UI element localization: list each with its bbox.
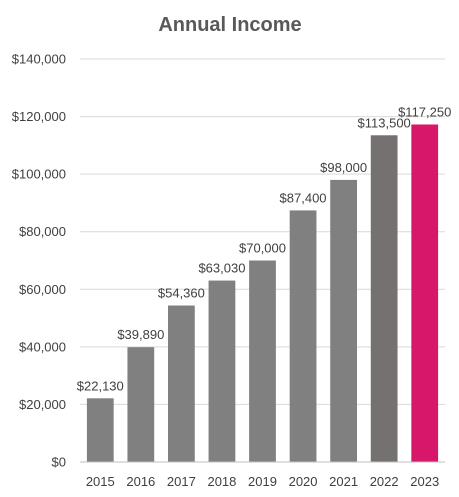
bar-2017 [168, 305, 195, 462]
bar-2019 [249, 260, 276, 462]
data-label-2021: $98,000 [320, 160, 367, 175]
bar-2015 [86, 398, 114, 462]
y-tick-label: $80,000 [19, 224, 66, 239]
bar-2021 [330, 179, 357, 462]
data-label-2019: $70,000 [239, 241, 286, 256]
x-axis-tick-labels: 2015 2016 2017 2018 2019 2020 2021 2022 2023 [86, 474, 439, 489]
y-tick-label: $100,000 [12, 167, 66, 182]
x-tick-label: 2022 [370, 474, 399, 489]
data-label-2020: $87,400 [280, 190, 327, 205]
x-tick-label: 2020 [289, 474, 318, 489]
x-tick-label: 2023 [410, 474, 439, 489]
data-label-2015: $22,130 [77, 378, 124, 393]
x-tick-label: 2019 [248, 474, 277, 489]
bars [86, 124, 439, 463]
y-tick-label: $0 [52, 455, 66, 470]
y-tick-label: $120,000 [12, 109, 66, 124]
x-tick-label: 2016 [126, 474, 155, 489]
x-tick-label: 2018 [207, 474, 236, 489]
y-tick-label: $60,000 [19, 282, 66, 297]
x-tick-label: 2021 [329, 474, 358, 489]
bar-2018 [208, 280, 236, 462]
data-labels: $22,130 $39,890 $54,360 $63,030 $70,000 $87,4… [77, 104, 452, 393]
data-label-2016: $39,890 [117, 327, 164, 342]
data-label-2022: $113,500 [358, 115, 411, 130]
x-tick-label: 2015 [86, 474, 115, 489]
y-tick-label: $40,000 [19, 339, 66, 354]
bar-2020 [289, 210, 317, 462]
x-tick-label: 2017 [167, 474, 196, 489]
y-tick-label: $140,000 [12, 52, 66, 67]
data-label-2017: $54,360 [158, 286, 205, 301]
data-label-2023: $117,250 [398, 104, 451, 119]
bar-2022 [370, 135, 398, 462]
data-label-2018: $63,030 [198, 261, 245, 276]
chart-title: Annual Income [158, 14, 301, 36]
y-tick-label: $20,000 [19, 397, 66, 412]
bar-2016 [127, 347, 155, 462]
y-axis-tick-labels: $0 $20,000 $40,000 $60,000 $80,000 $100,000 $1… [12, 52, 66, 470]
bar-2023 [411, 124, 439, 463]
